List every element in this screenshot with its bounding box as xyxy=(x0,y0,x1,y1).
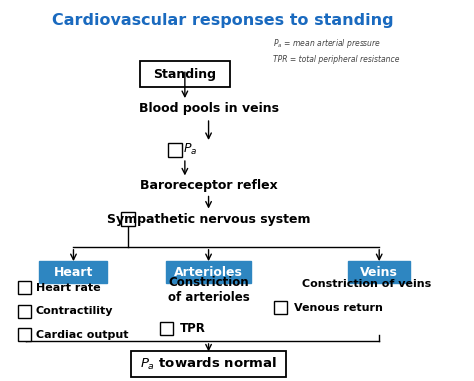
Bar xyxy=(121,212,135,226)
FancyBboxPatch shape xyxy=(131,351,286,377)
Bar xyxy=(18,328,31,341)
FancyBboxPatch shape xyxy=(348,261,410,283)
Text: Venous return: Venous return xyxy=(294,303,383,313)
Text: Cardiovascular responses to standing: Cardiovascular responses to standing xyxy=(52,13,393,29)
Text: $P_a$ = mean arterial pressure: $P_a$ = mean arterial pressure xyxy=(273,37,381,50)
Text: Cardiac output: Cardiac output xyxy=(36,330,128,340)
Text: TPR = total peripheral resistance: TPR = total peripheral resistance xyxy=(273,54,399,64)
Text: Baroreceptor reflex: Baroreceptor reflex xyxy=(140,179,277,192)
Text: Blood pools in veins: Blood pools in veins xyxy=(138,102,279,115)
FancyBboxPatch shape xyxy=(39,261,108,283)
Text: Heart rate: Heart rate xyxy=(36,283,100,293)
Text: Heart: Heart xyxy=(54,266,93,279)
FancyBboxPatch shape xyxy=(140,61,230,87)
Text: TPR: TPR xyxy=(180,322,206,335)
Bar xyxy=(18,305,31,318)
Bar xyxy=(18,281,31,294)
Bar xyxy=(160,322,173,335)
Bar xyxy=(168,144,182,157)
Text: Veins: Veins xyxy=(360,266,398,279)
Text: $P_a$: $P_a$ xyxy=(183,142,198,157)
Text: Contractility: Contractility xyxy=(36,306,113,316)
Text: Arterioles: Arterioles xyxy=(174,266,243,279)
Bar xyxy=(274,301,287,314)
Text: Standing: Standing xyxy=(154,68,216,81)
Text: Constriction of veins: Constriction of veins xyxy=(302,279,432,289)
FancyBboxPatch shape xyxy=(166,261,251,283)
Text: Sympathetic nervous system: Sympathetic nervous system xyxy=(107,213,310,226)
Text: Constriction
of arterioles: Constriction of arterioles xyxy=(168,276,249,304)
Text: $P_a$ towards normal: $P_a$ towards normal xyxy=(140,356,277,372)
